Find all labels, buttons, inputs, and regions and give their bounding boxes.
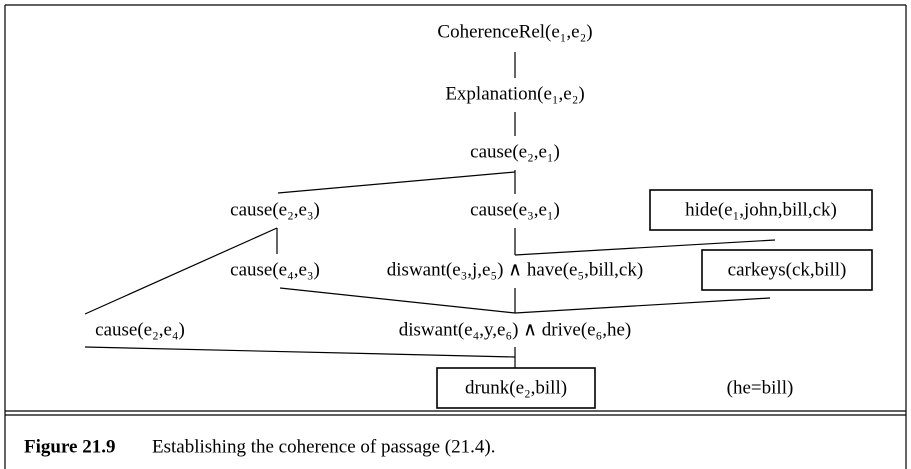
node-box	[701, 249, 873, 291]
node: cause(e₂,e₃)	[230, 199, 320, 220]
node-box	[436, 367, 596, 409]
node: cause(e₂,e₄)	[95, 319, 185, 340]
frame	[4, 4, 907, 469]
caption-label: Figure 21.9	[24, 436, 115, 457]
node: (he=bill)	[727, 377, 794, 398]
edges	[84, 52, 776, 368]
node: drunk(e₂,bill)	[465, 377, 567, 398]
node: hide(e₁,john,bill,ck)	[685, 199, 837, 220]
node: carkeys(ck,bill)	[728, 259, 847, 280]
node: Explanation(e₁,e₂)	[445, 83, 584, 104]
node: cause(e₄,e₃)	[230, 259, 320, 280]
caption-text: Establishing the coherence of passage (2…	[152, 436, 495, 457]
node: cause(e₃,e₁)	[470, 199, 560, 220]
node: diswant(e₄,y,e₆) ∧ drive(e₆,he)	[399, 319, 631, 340]
node: diswant(e₃,j,e₅) ∧ have(e₅,bill,ck)	[387, 259, 643, 280]
node: CoherenceRel(e₁,e₂)	[437, 21, 592, 42]
node: cause(e₂,e₁)	[470, 141, 560, 162]
node-box	[649, 189, 873, 231]
